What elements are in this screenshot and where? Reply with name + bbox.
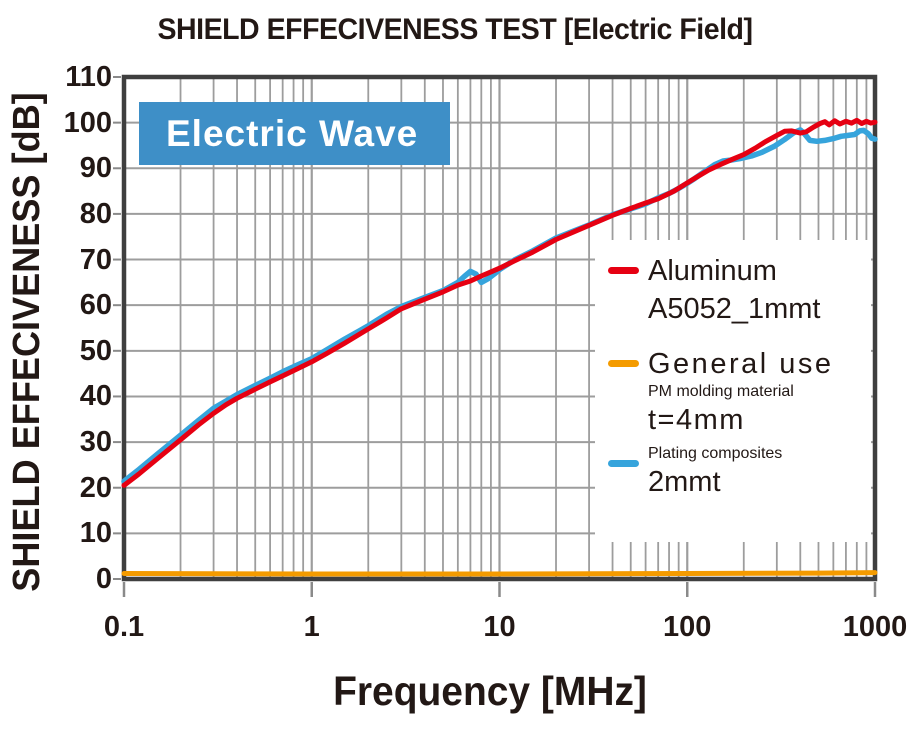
chart-title: SHIELD EFFECIVENESS TEST [Electric Field… [157, 13, 753, 46]
y-tick-label: 110 [65, 61, 112, 93]
y-tick-label: 60 [79, 289, 112, 322]
legend-label: PM molding material [648, 383, 794, 400]
legend-label: t=4mm [648, 404, 745, 436]
y-tick-label: 0 [95, 563, 112, 595]
legend-item-general-use: General use PM molding material t=4mm [595, 345, 871, 439]
legend-label: 2mmt [648, 466, 721, 498]
plot-border [121, 74, 878, 582]
y-tick-label: 10 [79, 517, 112, 550]
legend-label: Aluminum [648, 255, 777, 287]
y-tick-label: 70 [79, 243, 112, 276]
y-tick-label: 50 [79, 334, 112, 367]
x-tick-label: 100 [663, 611, 712, 643]
legend-item-plating-composites: Plating composites 2mmt [595, 445, 871, 501]
legend-text-plating-composites: Plating composites 2mmt [648, 445, 871, 501]
x-axis-label: Frequency [MHz] [333, 668, 647, 714]
x-tick-label: 1000 [842, 611, 908, 643]
x-tick-label: 1 [303, 611, 320, 643]
chart-legend: Aluminum A5052_1mmt General use PM molding … [595, 240, 871, 542]
y-tick-label: 80 [79, 197, 112, 230]
series-line-general [121, 570, 878, 577]
legend-swatch-general-use [608, 360, 639, 367]
x-tick-label: 10 [483, 611, 516, 643]
y-tick-label: 40 [79, 380, 112, 413]
series-line-aluminum [121, 117, 878, 488]
y-tick-label: 100 [63, 106, 112, 139]
legend-text-general-use: General use PM molding material t=4mm [648, 345, 871, 439]
y-tick-label: 90 [79, 152, 112, 185]
legend-item-aluminum: Aluminum A5052_1mmt [595, 252, 871, 328]
legend-label: General use [648, 348, 834, 380]
y-tick-label: 20 [79, 471, 112, 504]
legend-text-aluminum: Aluminum A5052_1mmt [648, 252, 871, 328]
legend-label: A5052_1mmt [648, 293, 821, 325]
legend-swatch-aluminum [608, 267, 639, 274]
legend-label: Plating composites [648, 445, 783, 462]
y-tick-label: 30 [79, 426, 112, 459]
electric-wave-badge: Electric Wave [139, 102, 450, 165]
legend-swatch-plating-composites [608, 460, 639, 467]
x-tick-label: 0.1 [103, 611, 145, 643]
